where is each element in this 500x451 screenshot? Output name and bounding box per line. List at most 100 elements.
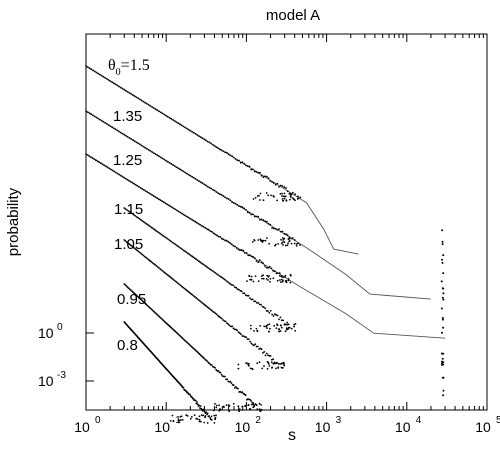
data-point <box>269 327 271 330</box>
data-point <box>128 211 131 213</box>
data-point <box>199 181 202 184</box>
data-point <box>211 270 214 272</box>
data-point <box>205 184 207 187</box>
data-point <box>282 279 284 282</box>
data-point <box>250 275 253 278</box>
data-point <box>294 329 297 332</box>
data-point <box>297 195 299 198</box>
data-point <box>258 402 261 405</box>
data-point <box>238 288 240 291</box>
data-point <box>266 220 268 223</box>
data-point <box>255 215 258 218</box>
data-point <box>193 414 196 417</box>
data-point <box>90 156 92 159</box>
data-point <box>274 228 277 230</box>
data-point <box>290 242 293 245</box>
data-point <box>123 239 126 241</box>
data-point <box>202 225 205 228</box>
data-point <box>267 310 269 313</box>
data-point <box>221 276 224 279</box>
data-point <box>184 214 187 217</box>
data-point <box>283 186 286 189</box>
data-point <box>212 232 215 235</box>
series-labels: θ0=1.5 1.35 1.25 1.15 1.05 0.95 0.8 <box>108 57 150 354</box>
data-point <box>273 324 276 327</box>
data-point <box>97 117 100 120</box>
data-point <box>258 303 261 306</box>
data-point <box>208 415 211 417</box>
data-point <box>198 260 200 263</box>
series-label: 1.05 <box>114 236 143 253</box>
data-point <box>280 366 283 369</box>
data-point <box>260 348 263 351</box>
data-point <box>246 362 248 365</box>
data-point <box>116 172 119 175</box>
data-point <box>253 330 255 332</box>
data-point <box>203 421 206 424</box>
data-point <box>189 129 192 132</box>
data-point <box>278 228 280 230</box>
data-point <box>171 414 174 417</box>
data-point <box>285 327 288 329</box>
data-point <box>224 375 226 378</box>
data-point <box>248 274 251 277</box>
data-point <box>267 222 270 225</box>
data-point <box>149 150 152 152</box>
data-point <box>255 260 258 262</box>
data-point <box>246 211 249 214</box>
data-point <box>259 199 261 201</box>
data-point <box>295 245 298 247</box>
data-point <box>278 330 280 333</box>
data-point <box>251 241 254 243</box>
data-point <box>262 176 265 179</box>
data-point <box>158 155 160 158</box>
data-point <box>281 185 284 187</box>
data-point <box>264 220 266 223</box>
data-point <box>247 254 250 257</box>
x-tick-label: 10 <box>154 419 170 435</box>
data-point <box>237 367 240 370</box>
data-point <box>282 200 285 202</box>
data-point <box>177 167 180 170</box>
data-point <box>299 196 302 199</box>
data-point <box>160 269 163 271</box>
data-point <box>242 249 245 252</box>
data-point <box>225 239 228 242</box>
data-point <box>289 195 292 198</box>
data-point <box>229 283 232 285</box>
data-point <box>215 404 218 407</box>
data-point <box>138 217 141 220</box>
data-point <box>257 215 260 218</box>
data-point <box>90 68 93 71</box>
series-1.25 <box>85 153 446 339</box>
data-point <box>128 243 131 246</box>
data-point <box>249 254 251 257</box>
data-point <box>135 141 138 144</box>
data-point <box>134 248 137 251</box>
data-point <box>156 230 159 233</box>
data-point <box>172 119 174 121</box>
data-point <box>201 137 204 140</box>
data-point <box>154 108 157 110</box>
data-point <box>165 114 167 117</box>
data-point <box>96 160 99 163</box>
data-point <box>227 153 230 156</box>
data-point <box>173 165 176 167</box>
data-point <box>170 277 173 280</box>
data-point <box>158 110 160 113</box>
data-point <box>200 420 202 423</box>
data-point <box>195 297 198 299</box>
data-point <box>190 292 192 295</box>
data-point <box>268 365 271 367</box>
data-point <box>441 258 443 261</box>
data-point <box>283 192 286 195</box>
data-point <box>279 230 282 233</box>
data-point <box>182 213 185 216</box>
data-point <box>249 340 252 343</box>
data-point <box>284 244 287 247</box>
data-point <box>263 325 266 328</box>
data-point <box>213 414 216 417</box>
data-point <box>272 277 275 280</box>
data-point <box>258 259 261 262</box>
data-point <box>285 281 288 284</box>
